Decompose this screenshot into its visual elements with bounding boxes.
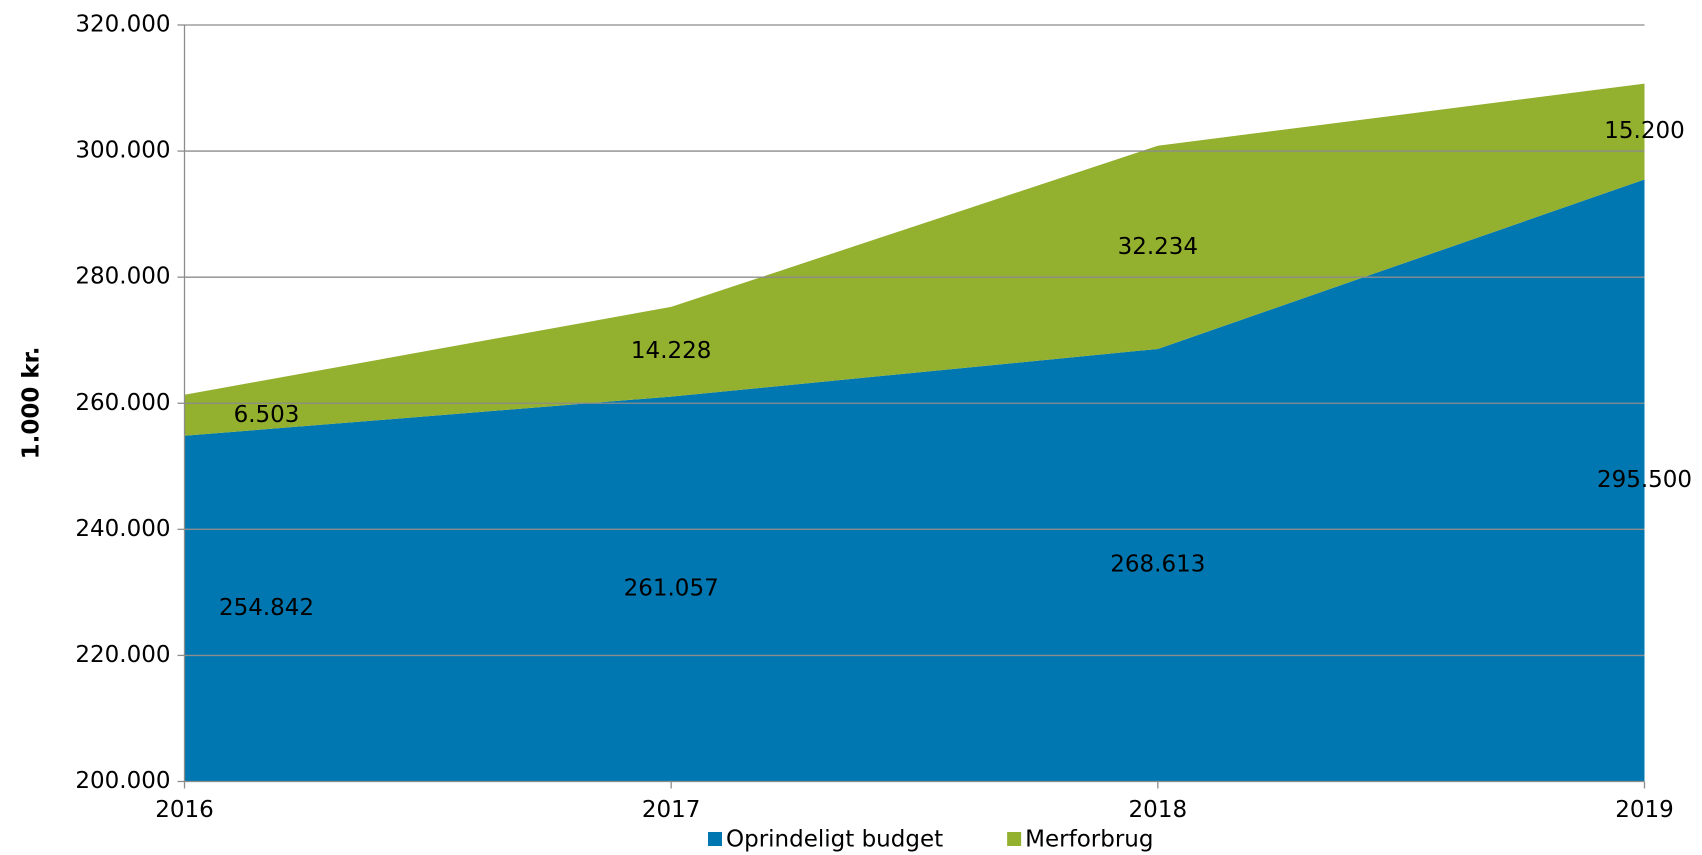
value-label: 15.200 xyxy=(1604,118,1684,144)
x-tick-label: 2017 xyxy=(642,797,701,823)
value-label: 32.234 xyxy=(1118,234,1198,260)
x-tick-label: 2016 xyxy=(155,797,214,823)
x-tick-label: 2019 xyxy=(1615,797,1674,823)
y-tick-label: 240.000 xyxy=(75,516,170,542)
y-tick-label: 200.000 xyxy=(75,768,170,794)
value-label: 254.842 xyxy=(219,595,314,621)
area xyxy=(184,83,1645,436)
y-tick-label: 220.000 xyxy=(75,642,170,668)
value-label: 6.503 xyxy=(234,402,300,428)
area xyxy=(184,179,1645,782)
legend-swatch xyxy=(1007,832,1022,846)
y-tick-label: 260.000 xyxy=(75,390,170,416)
value-label: 295.500 xyxy=(1597,467,1692,493)
y-axis-label: 1.000 kr. xyxy=(19,347,45,460)
legend-swatch xyxy=(708,832,722,846)
value-label: 268.613 xyxy=(1110,552,1205,578)
legend-label: Oprindeligt budget xyxy=(726,827,943,853)
legend-label: Merforbrug xyxy=(1025,827,1153,853)
value-label: 261.057 xyxy=(624,576,719,602)
y-tick-label: 300.000 xyxy=(75,138,170,164)
y-tick-label: 280.000 xyxy=(75,264,170,290)
y-tick-label: 320.000 xyxy=(75,12,170,38)
value-label: 14.228 xyxy=(631,338,711,364)
x-tick-label: 2018 xyxy=(1129,797,1188,823)
